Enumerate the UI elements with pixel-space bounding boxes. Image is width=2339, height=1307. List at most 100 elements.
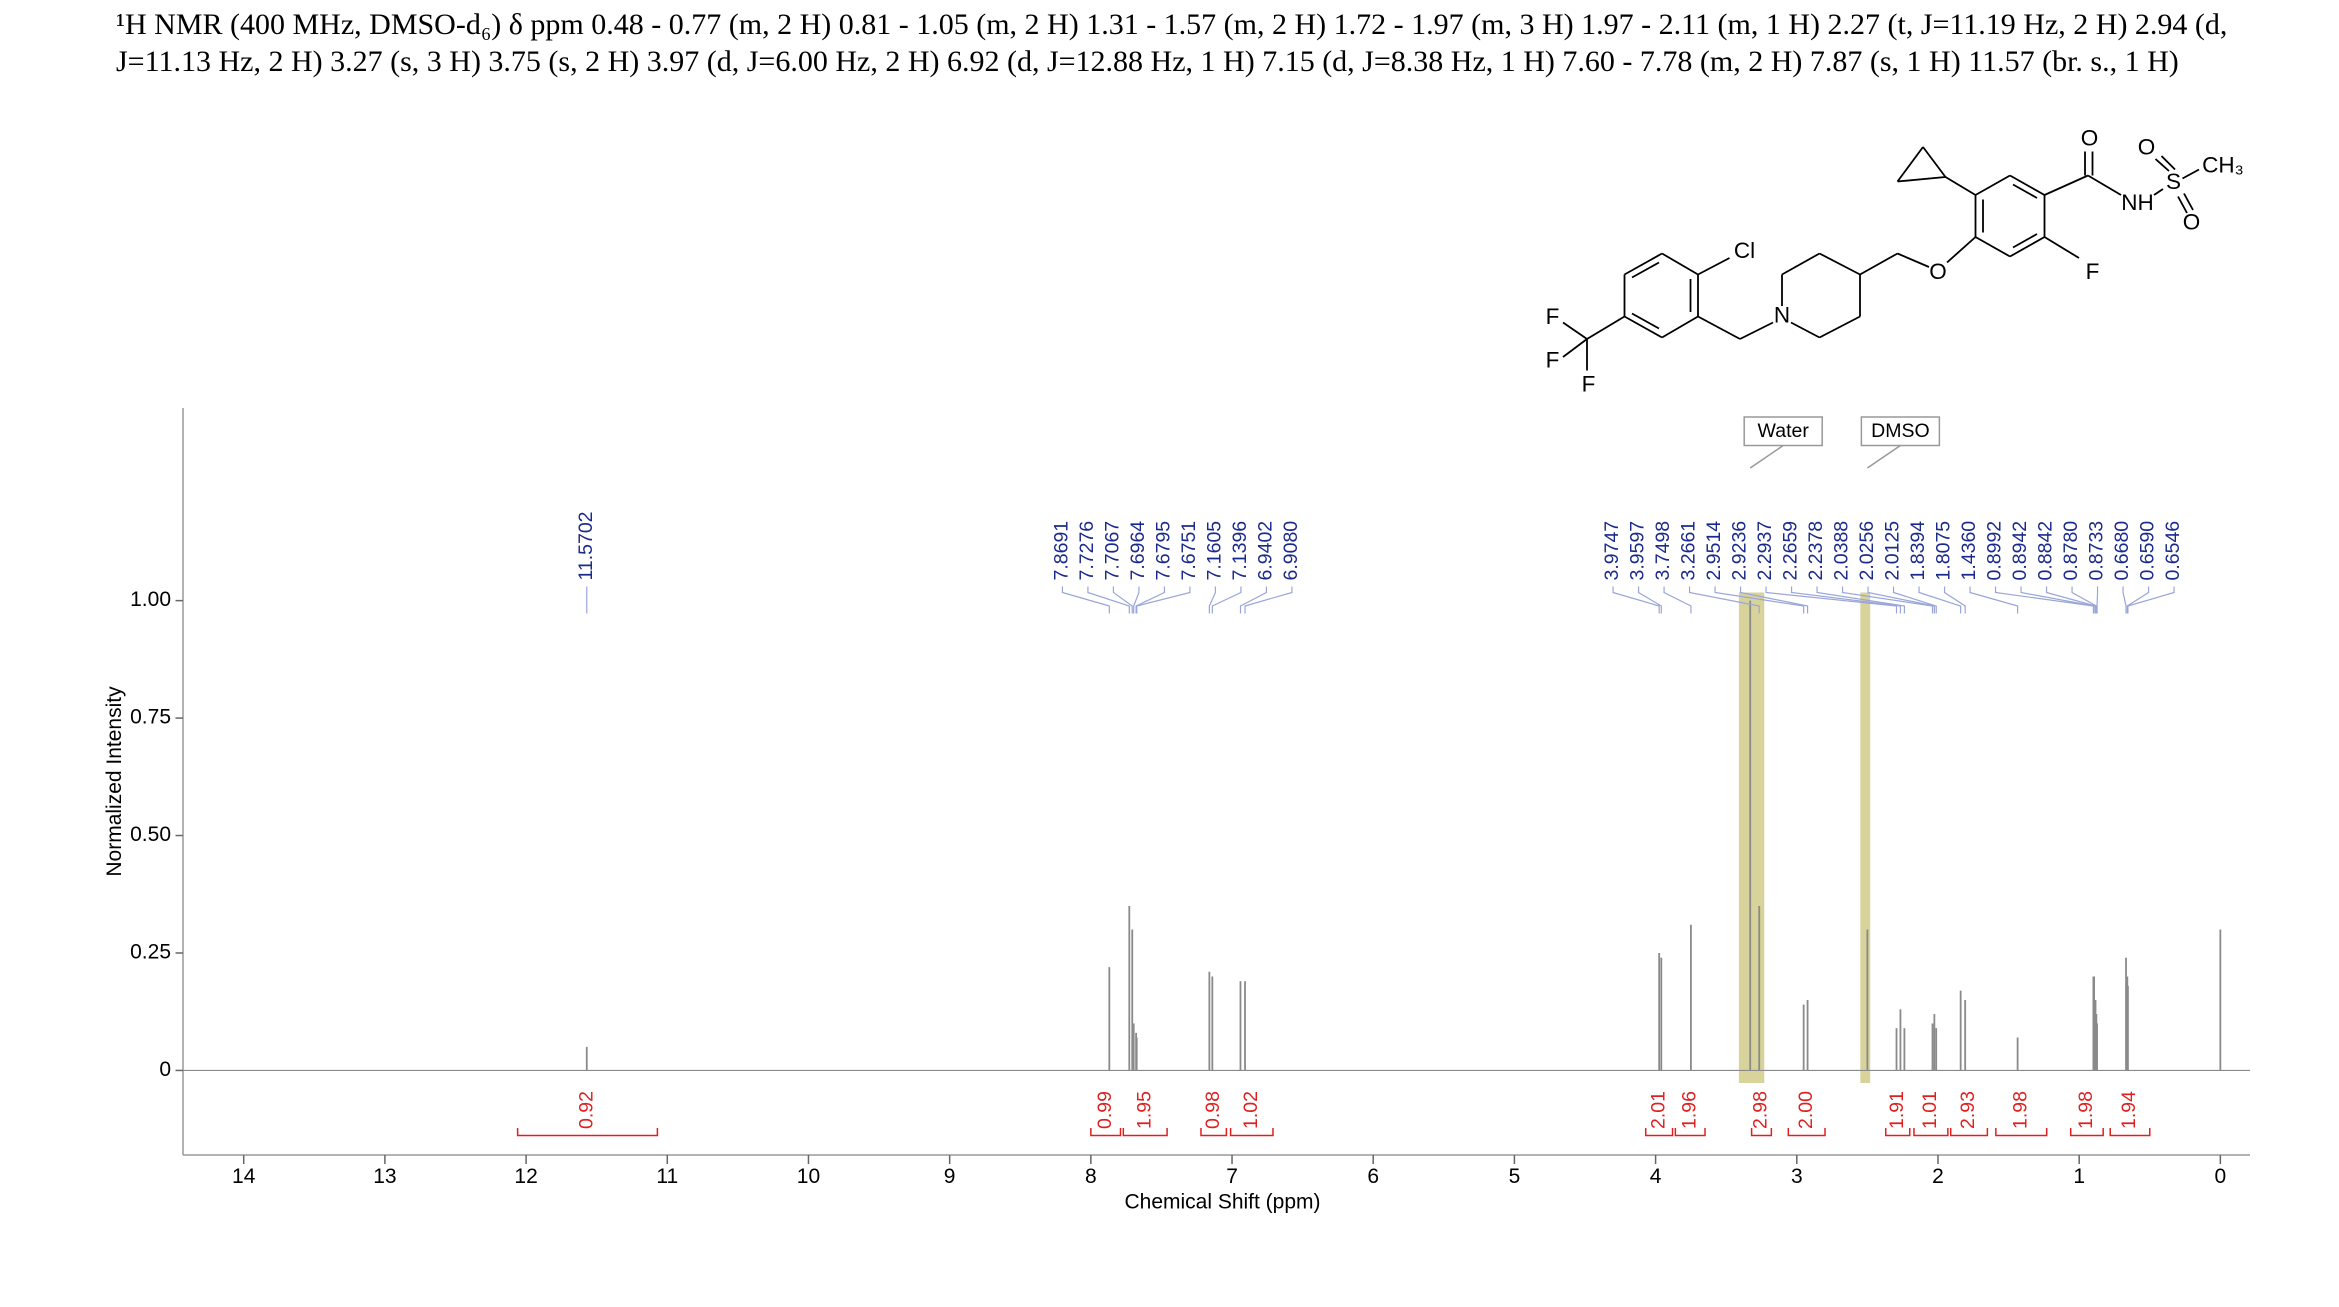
peak-label: 2.2378 [1805,521,1827,581]
peak-connector [1663,586,1692,614]
peak-label: 0.8992 [1984,521,2006,581]
peak-label: 2.2659 [1780,521,1802,581]
peak-label: 2.0388 [1831,521,1853,581]
atom-label: F [1582,371,1596,396]
y-tick-label: 1.00 [130,588,171,611]
peak-connector [1790,586,1902,614]
integral-label: 0.98 [1202,1091,1224,1129]
atom-label: Cl [1734,238,1755,263]
peak-label: 1.8075 [1933,521,1955,581]
nmr-description: ¹H NMR (400 MHz, DMSO-d₆) δ ppm 0.48 - 0… [116,8,2228,78]
integral-label: 0.99 [1094,1091,1116,1129]
x-tick-label: 2 [1932,1165,1944,1188]
peak-label: 3.7498 [1652,521,1674,581]
integral-bracket [1644,1128,1674,1137]
peak-connector [1892,586,1937,614]
atom-label: F [1546,347,1560,372]
peak-connector [1739,586,1809,614]
peak-connector [1918,586,1962,614]
x-tick-label: 14 [232,1165,256,1188]
x-tick-label: 5 [1509,1165,1521,1188]
integral-label: 1.94 [2118,1091,2140,1129]
peak-label: 7.1605 [1204,521,1226,581]
integral-label: 1.01 [1919,1091,1941,1129]
x-tick-label: 4 [1650,1165,1662,1188]
peak-label: 1.4360 [1958,521,1980,581]
peak-label: 0.6680 [2111,521,2133,581]
peak-connector [1135,586,1166,614]
peak-connector [2071,586,2097,614]
integral-label: 1.95 [1133,1091,1155,1129]
integral-label: 1.98 [2009,1091,2031,1129]
peak-connector [2126,586,2150,614]
x-tick-label: 0 [2215,1165,2227,1188]
integral-label: 1.96 [1678,1091,1700,1129]
integral-bracket [1090,1128,1122,1137]
x-tick-label: 7 [1226,1165,1238,1188]
peak-connector [2020,586,2095,614]
peak-connector [1969,586,2019,614]
peak-connector [2127,586,2175,614]
peak-connector [1816,586,1906,614]
atom-label: N [1774,302,1790,327]
peak-connector [1061,586,1110,614]
peak-label: 6.9080 [1280,521,1302,581]
peak-connector [2122,586,2127,614]
peak-connector [1943,586,1966,614]
peak-label: 11.5702 [575,511,597,580]
peak-label: 0.8780 [2060,521,2082,581]
peak-label: 0.6546 [2162,521,2184,581]
peak-connector [2045,586,2097,614]
peak-connector [1112,586,1133,614]
peak-connector [1688,586,1760,614]
y-tick-label: 0 [159,1058,171,1081]
integral-bracket [1913,1128,1949,1137]
peak-connector [1136,586,1191,614]
peak-connector [1714,586,1805,614]
integral-bracket [2109,1128,2151,1137]
x-tick-label: 9 [944,1165,956,1188]
peak-label: 0.6590 [2137,521,2159,581]
atom-label: O [2138,134,2156,159]
peak-label: 3.2661 [1678,521,1700,581]
x-axis-title: Chemical Shift (ppm) [1124,1191,1320,1214]
integral-label: 2.98 [1750,1091,1772,1129]
peak-label: 0.8733 [2086,521,2108,581]
x-tick-label: 12 [514,1165,537,1188]
atom-label: O [2081,125,2099,150]
peak-label: 3.9747 [1601,521,1623,581]
peak-label: 6.9402 [1255,521,1277,581]
peak-label: 2.2937 [1754,521,1776,581]
atom-label: CH₃ [2202,152,2244,177]
x-tick-label: 6 [1367,1165,1379,1188]
annotation-pointer [1866,444,1901,469]
atom-label: O [2183,209,2201,234]
peak-connector [1087,586,1130,614]
atom-label: NH [2121,190,2154,215]
x-tick-label: 1 [2073,1165,2085,1188]
integral-bracket [1787,1128,1826,1137]
peak-label: 7.8691 [1051,521,1073,581]
peak-label: 1.8394 [1907,521,1929,581]
solvent-band [1738,592,1765,1084]
peak-label: 7.6751 [1178,521,1200,581]
atom-label: S [2166,169,2181,194]
peak-connector [1637,586,1662,614]
integral-label: 2.01 [1647,1091,1669,1129]
peak-label: 2.9514 [1703,521,1725,581]
molecule: O O S CH₃ NH O F O N Cl F F F [1546,125,2244,396]
peak-label: 2.9236 [1729,521,1751,581]
x-tick-label: 3 [1791,1165,1803,1188]
integral-bracket [1200,1128,1228,1137]
peak-connector [1244,586,1293,614]
solvent-band [1860,592,1871,1084]
integral-label: 1.98 [2075,1091,2097,1129]
peak-connector [1208,586,1217,614]
integral-bracket [1884,1128,1911,1137]
integral-label: 2.93 [1957,1091,1979,1129]
integral-label: 0.92 [576,1091,598,1129]
integral-bracket [1229,1128,1274,1137]
integral-label: 1.02 [1240,1091,1262,1129]
peak-label: 7.7276 [1076,521,1098,581]
